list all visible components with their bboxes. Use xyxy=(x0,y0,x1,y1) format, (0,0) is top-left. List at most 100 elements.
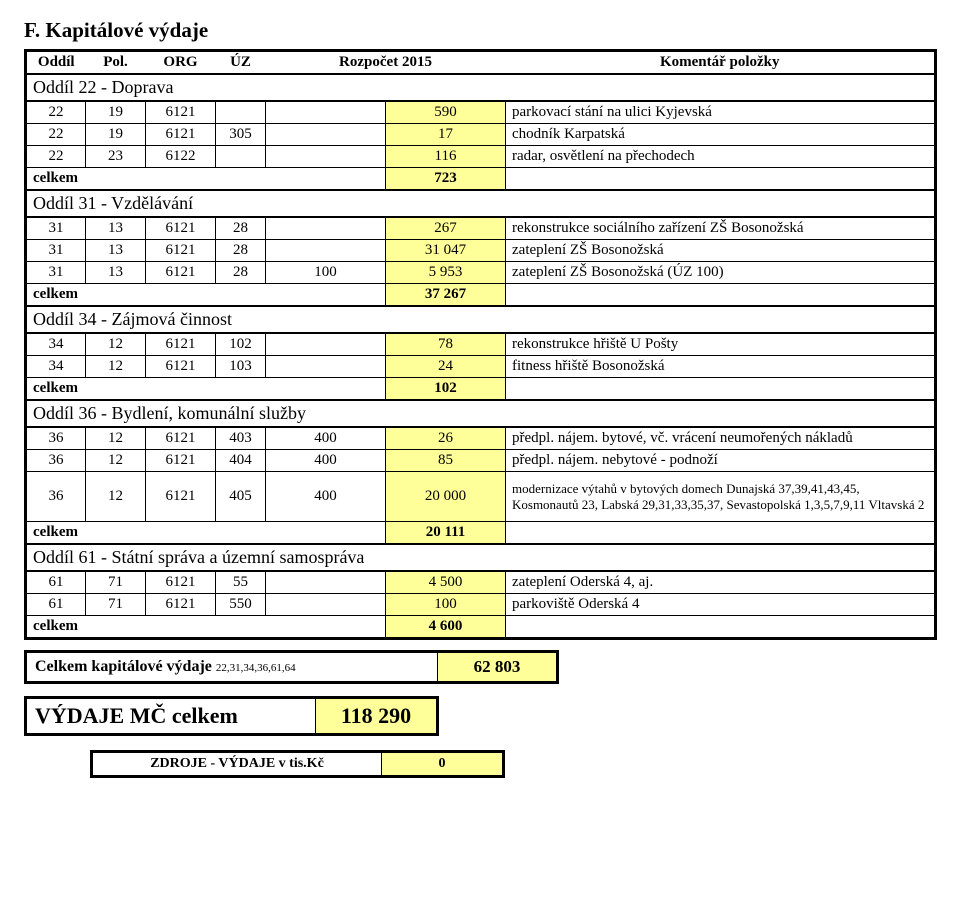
cell-kom: předpl. nájem. nebytové - podnoží xyxy=(506,450,936,472)
cell-val: 20 000 xyxy=(386,472,506,522)
sum-value: 20 111 xyxy=(386,522,506,545)
header-komentar: Komentář položky xyxy=(506,51,936,75)
cell-roz xyxy=(266,101,386,124)
cell-pol: 19 xyxy=(86,124,146,146)
cell-uz: 28 xyxy=(216,262,266,284)
section-sum-row: celkem723 xyxy=(26,168,936,191)
cell-roz xyxy=(266,146,386,168)
table-row: 3412612110278rekonstrukce hřiště U Pošty xyxy=(26,333,936,356)
cell-val: 267 xyxy=(386,217,506,240)
cell-uz: 305 xyxy=(216,124,266,146)
mc-value: 118 290 xyxy=(316,698,438,735)
cell-org: 6121 xyxy=(146,124,216,146)
cell-pol: 19 xyxy=(86,101,146,124)
diff-table: ZDROJE - VÝDAJE v tis.Kč 0 xyxy=(90,750,505,778)
cell-kom: fitness hřiště Bosonožská xyxy=(506,356,936,378)
table-row: 3612612140340026předpl. nájem. bytové, v… xyxy=(26,427,936,450)
cell-val: 31 047 xyxy=(386,240,506,262)
grand-label: Celkem kapitálové výdaje 22,31,34,36,61,… xyxy=(26,652,438,683)
cell-org: 6121 xyxy=(146,427,216,450)
cell-kom: radar, osvětlení na přechodech xyxy=(506,146,936,168)
sum-blank xyxy=(506,168,936,191)
sum-value: 102 xyxy=(386,378,506,401)
cell-pol: 13 xyxy=(86,217,146,240)
cell-uz xyxy=(216,101,266,124)
cell-kom: zateplení ZŠ Bosonožská (ÚZ 100) xyxy=(506,262,936,284)
section-sum-row: celkem20 111 xyxy=(26,522,936,545)
cell-val: 590 xyxy=(386,101,506,124)
cell-uz xyxy=(216,146,266,168)
cell-val: 26 xyxy=(386,427,506,450)
cell-oddil: 61 xyxy=(26,571,86,594)
cell-uz: 550 xyxy=(216,594,266,616)
sum-label: celkem xyxy=(26,522,386,545)
budget-table: Oddíl Pol. ORG ÚZ Rozpočet 2015 Komentář… xyxy=(24,49,937,640)
cell-uz: 28 xyxy=(216,217,266,240)
sum-blank xyxy=(506,522,936,545)
cell-oddil: 61 xyxy=(26,594,86,616)
section-title-row: Oddíl 61 - Státní správa a územní samosp… xyxy=(26,544,936,571)
cell-roz xyxy=(266,571,386,594)
cell-uz: 55 xyxy=(216,571,266,594)
cell-org: 6121 xyxy=(146,333,216,356)
cell-roz: 400 xyxy=(266,450,386,472)
mc-total-table: VÝDAJE MČ celkem 118 290 xyxy=(24,696,439,736)
cell-val: 116 xyxy=(386,146,506,168)
cell-pol: 12 xyxy=(86,356,146,378)
sum-blank xyxy=(506,378,936,401)
cell-roz: 400 xyxy=(266,472,386,522)
section-sum-row: celkem4 600 xyxy=(26,616,936,639)
cell-org: 6121 xyxy=(146,450,216,472)
cell-uz: 405 xyxy=(216,472,266,522)
cell-roz: 400 xyxy=(266,427,386,450)
section-title: Oddíl 31 - Vzdělávání xyxy=(26,190,936,217)
section-title-row: Oddíl 22 - Doprava xyxy=(26,74,936,101)
cell-roz xyxy=(266,217,386,240)
cell-org: 6121 xyxy=(146,240,216,262)
cell-uz: 403 xyxy=(216,427,266,450)
header-org: ORG xyxy=(146,51,216,75)
cell-pol: 71 xyxy=(86,571,146,594)
cell-val: 78 xyxy=(386,333,506,356)
header-row: Oddíl Pol. ORG ÚZ Rozpočet 2015 Komentář… xyxy=(26,51,936,75)
cell-kom: rekonstrukce hřiště U Pošty xyxy=(506,333,936,356)
mc-label: VÝDAJE MČ celkem xyxy=(26,698,316,735)
header-pol: Pol. xyxy=(86,51,146,75)
cell-pol: 12 xyxy=(86,427,146,450)
cell-oddil: 22 xyxy=(26,146,86,168)
cell-org: 6121 xyxy=(146,262,216,284)
table-row: 61716121550100parkoviště Oderská 4 xyxy=(26,594,936,616)
cell-roz xyxy=(266,124,386,146)
cell-org: 6121 xyxy=(146,356,216,378)
cell-val: 85 xyxy=(386,450,506,472)
cell-uz: 102 xyxy=(216,333,266,356)
header-oddil: Oddíl xyxy=(26,51,86,75)
table-row: 311361212831 047zateplení ZŠ Bosonožská xyxy=(26,240,936,262)
header-uz: ÚZ xyxy=(216,51,266,75)
grand-value: 62 803 xyxy=(438,652,558,683)
cell-kom: modernizace výtahů v bytových domech Dun… xyxy=(506,472,936,522)
diff-label: ZDROJE - VÝDAJE v tis.Kč xyxy=(92,752,382,777)
cell-pol: 12 xyxy=(86,472,146,522)
cell-roz xyxy=(266,333,386,356)
sum-value: 4 600 xyxy=(386,616,506,639)
cell-val: 4 500 xyxy=(386,571,506,594)
section-title: Oddíl 61 - Státní správa a územní samosp… xyxy=(26,544,936,571)
cell-org: 6121 xyxy=(146,217,216,240)
grand-label-sub: 22,31,34,36,61,64 xyxy=(216,662,296,674)
table-row: 6171612155 4 500zateplení Oderská 4, aj. xyxy=(26,571,936,594)
sum-label: celkem xyxy=(26,284,386,307)
grand-label-prefix: Celkem kapitálové výdaje xyxy=(35,658,216,675)
header-rozpocet: Rozpočet 2015 xyxy=(266,51,506,75)
cell-val: 17 xyxy=(386,124,506,146)
sum-label: celkem xyxy=(26,168,386,191)
section-title: Oddíl 34 - Zájmová činnost xyxy=(26,306,936,333)
sum-label: celkem xyxy=(26,378,386,401)
table-row: 3612612140540020 000modernizace výtahů v… xyxy=(26,472,936,522)
section-sum-row: celkem102 xyxy=(26,378,936,401)
cell-oddil: 36 xyxy=(26,472,86,522)
cell-kom: zateplení Oderská 4, aj. xyxy=(506,571,936,594)
cell-oddil: 22 xyxy=(26,124,86,146)
cell-org: 6121 xyxy=(146,571,216,594)
cell-kom: předpl. nájem. bytové, vč. vrácení neumo… xyxy=(506,427,936,450)
